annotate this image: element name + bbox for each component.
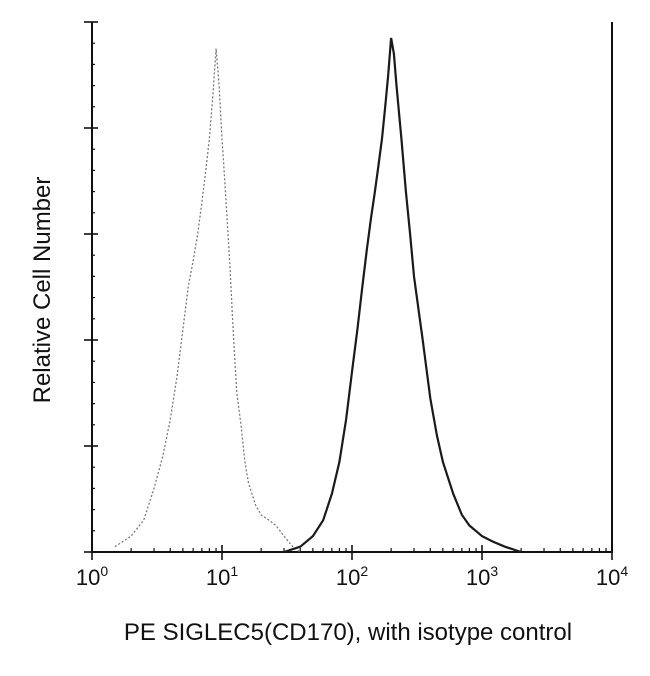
axis-frame: [91, 22, 613, 553]
siglec5-histogram: [283, 37, 522, 554]
x-tick-label-base: 10: [76, 565, 100, 590]
axes: [84, 21, 613, 560]
x-tick-label-base: 10: [596, 565, 620, 590]
x-tick-label: 104: [596, 563, 628, 590]
x-tick-label-base: 10: [336, 565, 360, 590]
x-tick-label-exponent: 2: [360, 563, 368, 579]
x-tick-label-exponent: 4: [620, 563, 628, 579]
x-tick-label-exponent: 3: [490, 563, 498, 579]
x-tick-label-exponent: 0: [100, 563, 108, 579]
x-tick-label-exponent: 1: [230, 563, 238, 579]
x-tick-label: 103: [466, 563, 498, 590]
isotype-control-histogram: [114, 48, 301, 553]
x-tick-labels: 100 101 102 103 104: [76, 563, 628, 590]
x-axis-title: PE SIGLEC5(CD170), with isotype control: [124, 619, 572, 646]
x-tick-label-base: 10: [206, 565, 230, 590]
y-axis-title: Relative Cell Number: [29, 177, 56, 404]
x-tick-label: 102: [336, 563, 368, 590]
x-tick-label-base: 10: [466, 565, 490, 590]
x-tick-label: 101: [206, 563, 238, 590]
x-tick-label: 100: [76, 563, 108, 590]
series-layer: [114, 37, 522, 554]
